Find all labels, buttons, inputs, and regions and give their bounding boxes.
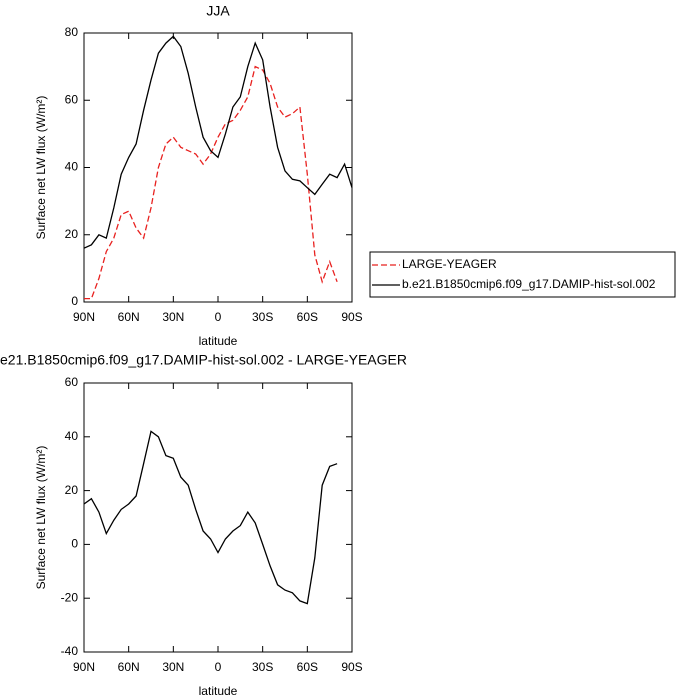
x-tick-label: 30N: [162, 310, 184, 324]
y-tick-label: 20: [65, 483, 79, 497]
x-tick-label: 90S: [341, 310, 362, 324]
y-tick-label: 0: [71, 294, 78, 308]
x-tick-label: 60S: [297, 310, 318, 324]
x-tick-label: 0: [215, 310, 222, 324]
series-line: [84, 65, 338, 300]
legend-label: b.e21.B1850cmip6.f09_g17.DAMIP-hist-sol.…: [402, 277, 656, 291]
plot-frame: [83, 382, 353, 653]
y-tick-label: 20: [65, 227, 79, 241]
x-tick-label: 90N: [73, 660, 95, 674]
legend-box: [369, 251, 676, 298]
chart-title: JJA: [206, 3, 230, 19]
x-tick-label: 0: [215, 660, 222, 674]
y-tick-label: -40: [61, 644, 79, 658]
y-tick-label: -20: [61, 590, 79, 604]
y-axis-label: Surface net LW flux (W/m²): [34, 96, 48, 240]
x-axis-label: latitude: [199, 684, 238, 698]
series-line: [83, 430, 338, 605]
x-tick-label: 30S: [252, 310, 273, 324]
series-line: [83, 35, 353, 249]
x-tick-label: 90S: [341, 660, 362, 674]
y-tick-label: 80: [65, 25, 79, 39]
chart-title: e21.B1850cmip6.f09_g17.DAMIP-hist-sol.00…: [0, 352, 407, 368]
x-tick-label: 90N: [73, 310, 95, 324]
y-tick-label: 60: [65, 92, 79, 106]
y-tick-label: 40: [65, 429, 79, 443]
y-tick-label: 40: [65, 160, 79, 174]
x-tick-label: 60N: [118, 310, 140, 324]
x-tick-label: 30S: [252, 660, 273, 674]
y-tick-label: 60: [65, 375, 79, 389]
x-tick-label: 30N: [162, 660, 184, 674]
x-axis-label: latitude: [199, 334, 238, 348]
legend-label: LARGE-YEAGER: [402, 257, 497, 271]
y-axis-label: Surface net LW flux (W/m²): [34, 446, 48, 590]
x-tick-label: 60N: [118, 660, 140, 674]
x-tick-label: 60S: [297, 660, 318, 674]
y-tick-label: 0: [71, 537, 78, 551]
